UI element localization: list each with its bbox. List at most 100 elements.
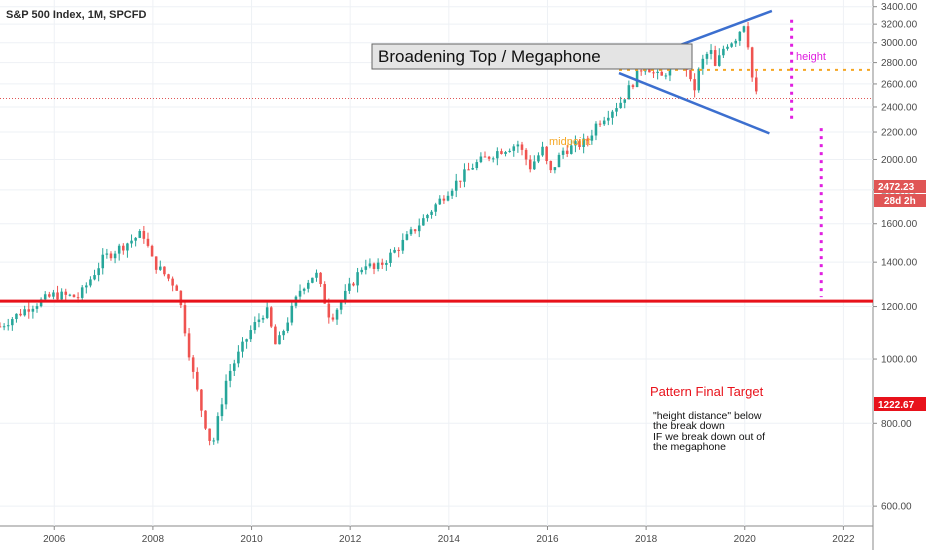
candle-up xyxy=(311,277,314,283)
candle-up xyxy=(475,162,479,169)
candle-up xyxy=(582,138,585,147)
pattern-title: Broadening Top / Megaphone xyxy=(378,47,601,66)
candle-down xyxy=(269,307,273,327)
x-tick-label: 2010 xyxy=(240,534,263,545)
candle-down xyxy=(150,245,154,257)
candle-up xyxy=(339,301,343,310)
candle-up xyxy=(212,440,216,442)
candle-up xyxy=(52,292,55,297)
candle-up xyxy=(385,262,388,265)
candle-up xyxy=(409,229,413,235)
candle-up xyxy=(335,309,339,320)
candle-down xyxy=(352,283,355,286)
candle-down xyxy=(171,278,174,286)
candle-down xyxy=(163,266,166,275)
x-tick-label: 2020 xyxy=(734,534,757,545)
candle-up xyxy=(734,40,737,44)
candle-up xyxy=(434,204,437,212)
candle-down xyxy=(154,256,158,270)
candle-down xyxy=(652,72,655,74)
candle-up xyxy=(557,154,561,168)
candle-up xyxy=(343,290,347,302)
candle-up xyxy=(491,158,495,160)
candle-up xyxy=(401,239,405,251)
x-tick-label: 2008 xyxy=(142,534,165,545)
candle-up xyxy=(85,285,88,288)
x-tick-label: 2006 xyxy=(43,534,66,545)
candle-up xyxy=(253,322,257,331)
candle-up xyxy=(134,237,137,241)
candle-down xyxy=(204,410,207,429)
candle-up xyxy=(220,404,224,417)
price-tag-countdown: 28d 2h xyxy=(874,194,926,207)
candle-up xyxy=(508,150,511,152)
candle-up xyxy=(101,254,105,269)
candle-down xyxy=(500,151,503,154)
candle-down xyxy=(72,294,76,298)
candle-up xyxy=(422,218,425,226)
candle-down xyxy=(27,309,31,312)
candle-up xyxy=(471,168,474,170)
candle-up xyxy=(6,325,10,327)
candle-up xyxy=(726,46,729,49)
candle-up xyxy=(298,290,302,297)
candle-down xyxy=(191,357,195,372)
candle-up xyxy=(130,240,133,244)
candle-up xyxy=(730,43,733,47)
y-tick-label: 2800.00 xyxy=(881,58,918,69)
candle-up xyxy=(348,283,351,291)
candle-up xyxy=(393,249,396,253)
candle-down xyxy=(754,77,758,92)
candle-down xyxy=(183,305,187,334)
candle-up xyxy=(438,198,442,205)
megaphone-lower-line xyxy=(618,71,770,135)
candle-up xyxy=(97,268,100,276)
candle-up xyxy=(376,262,380,269)
candles xyxy=(0,21,758,446)
candle-up xyxy=(286,322,289,331)
candle-up xyxy=(664,75,668,77)
candle-up xyxy=(454,180,458,191)
candle-up xyxy=(627,85,631,100)
candle-down xyxy=(327,303,331,318)
y-tick-label: 1000.00 xyxy=(881,355,918,366)
candle-up xyxy=(594,123,598,136)
candle-up xyxy=(430,211,433,215)
x-tick-label: 2022 xyxy=(832,534,855,545)
candle-up xyxy=(360,269,363,273)
x-tick-label: 2014 xyxy=(438,534,461,545)
candle-down xyxy=(750,47,754,78)
candle-up xyxy=(43,294,47,300)
candle-up xyxy=(315,272,318,278)
candle-down xyxy=(196,371,199,390)
candle-down xyxy=(528,159,532,170)
candle-up xyxy=(105,253,109,255)
y-tick-label: 1400.00 xyxy=(881,258,918,269)
x-tick-label: 2018 xyxy=(635,534,658,545)
candle-down xyxy=(64,291,68,295)
midpoint-label: midpoint xyxy=(549,136,591,148)
candle-up xyxy=(241,341,244,352)
candle-up xyxy=(11,319,14,326)
candle-down xyxy=(565,150,569,154)
candle-up xyxy=(722,48,725,56)
y-tick-label: 1600.00 xyxy=(881,219,918,230)
candle-up xyxy=(570,145,573,154)
candle-up xyxy=(356,272,359,286)
candle-down xyxy=(689,69,692,80)
candle-up xyxy=(216,416,220,441)
candle-up xyxy=(364,266,368,270)
y-tick-label: 1200.00 xyxy=(881,302,918,313)
grid xyxy=(0,0,874,550)
last-price-value: 2472.23 xyxy=(878,182,915,193)
candle-up xyxy=(23,309,26,316)
candle-up xyxy=(615,108,618,112)
candle-down xyxy=(578,141,581,147)
candle-down xyxy=(274,326,277,345)
candle-up xyxy=(93,275,96,280)
candle-up xyxy=(15,313,18,320)
candle-down xyxy=(19,313,22,316)
candle-down xyxy=(639,70,643,72)
candle-down xyxy=(0,326,2,328)
